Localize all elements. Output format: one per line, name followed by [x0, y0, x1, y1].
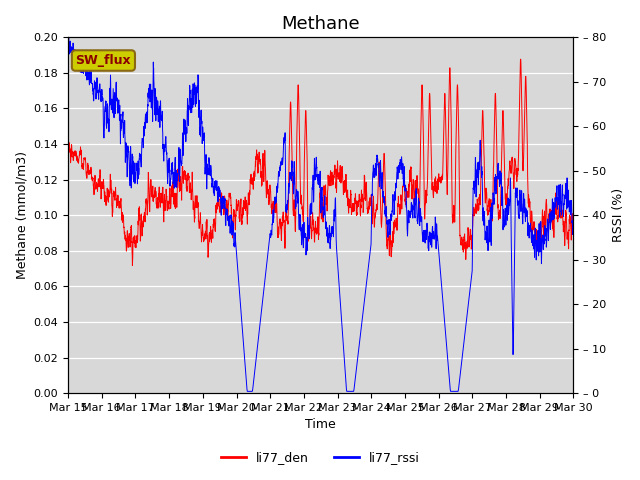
li77_den	[560, 218, 568, 224]
li77_rssi	[258, 303, 266, 309]
li77_den	[516, 56, 524, 62]
li77_den	[129, 263, 136, 268]
li77_den	[64, 156, 72, 162]
li77_rssi	[506, 202, 513, 208]
li77_rssi	[65, 29, 72, 35]
li77_den	[506, 168, 513, 174]
X-axis label: Time: Time	[305, 419, 336, 432]
li77_rssi	[343, 388, 351, 394]
li77_den	[152, 188, 159, 194]
Y-axis label: RSSI (%): RSSI (%)	[612, 188, 625, 242]
li77_rssi	[122, 148, 130, 154]
Line: li77_rssi: li77_rssi	[68, 32, 573, 391]
li77_den	[258, 181, 266, 187]
li77_rssi	[280, 137, 288, 143]
Y-axis label: Methane (mmol/m3): Methane (mmol/m3)	[15, 151, 28, 279]
li77_rssi	[64, 44, 72, 49]
li77_rssi	[152, 118, 159, 123]
li77_den	[122, 237, 129, 243]
Title: Methane: Methane	[282, 15, 360, 33]
Line: li77_den: li77_den	[68, 59, 573, 265]
li77_rssi	[570, 220, 577, 226]
li77_den	[280, 217, 288, 223]
Text: SW_flux: SW_flux	[76, 54, 131, 67]
li77_rssi	[560, 201, 568, 207]
li77_den	[570, 223, 577, 229]
Legend: li77_den, li77_rssi: li77_den, li77_rssi	[216, 446, 424, 469]
